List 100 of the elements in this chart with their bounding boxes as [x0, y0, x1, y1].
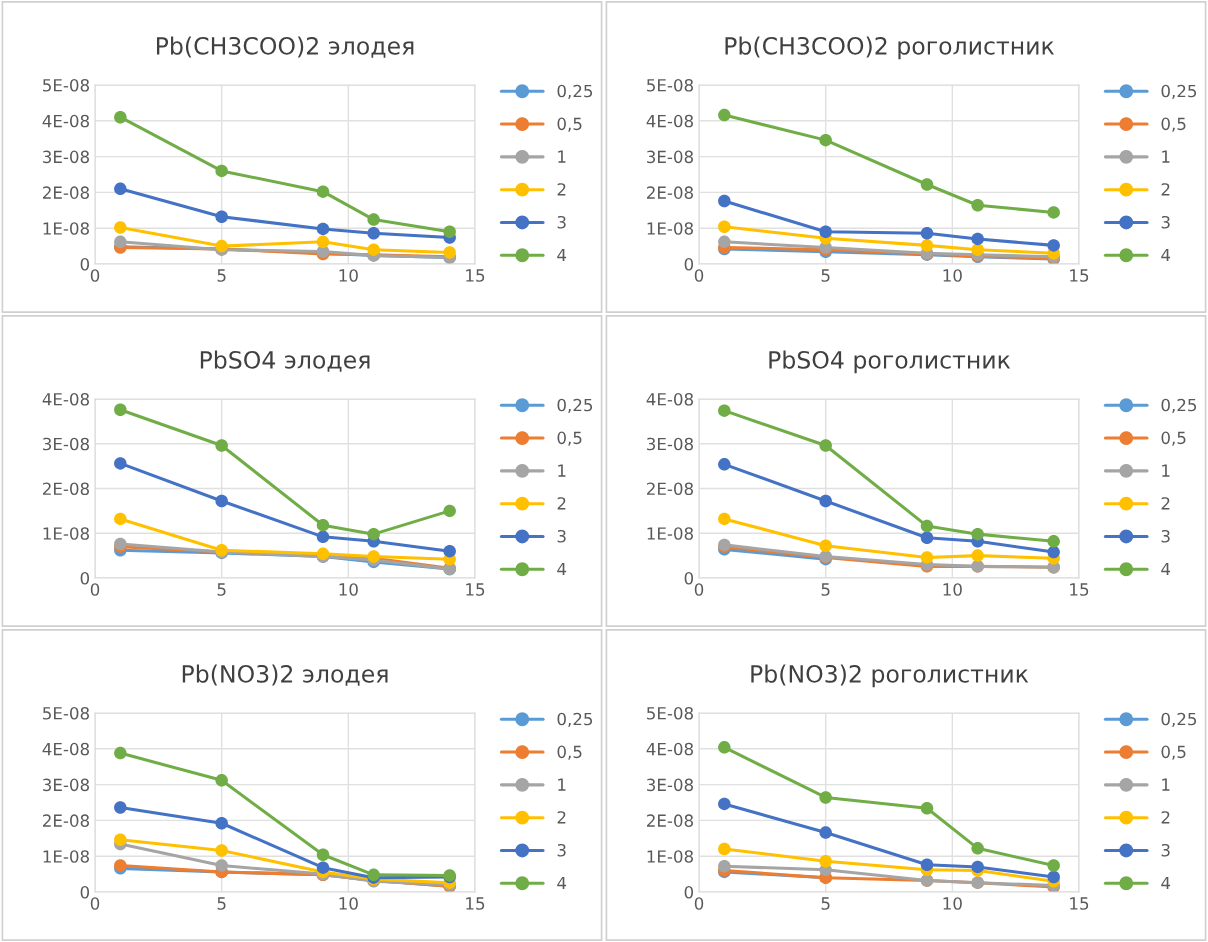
point — [718, 859, 731, 873]
x-tick-label: 5 — [821, 897, 830, 910]
legend-label: 2 — [557, 497, 566, 510]
legend-label: 3 — [557, 215, 566, 229]
x-tick-label: 10 — [339, 897, 358, 910]
y-tick-label: 4E-08 — [42, 392, 89, 406]
legend-label: 0,25 — [557, 398, 593, 414]
point — [1047, 545, 1060, 559]
point — [367, 213, 380, 226]
x-tick-label: 15 — [466, 897, 485, 910]
x-tick-label: 10 — [339, 583, 358, 596]
legend-label: 2 — [557, 183, 566, 196]
x-tick-label: 5 — [217, 269, 226, 282]
legend-label: 3 — [1161, 215, 1170, 229]
y-tick-label: 3E-08 — [43, 437, 89, 451]
y-tick-label: 1E-08 — [43, 222, 89, 235]
legend-label: 4 — [1161, 876, 1171, 890]
point — [718, 235, 731, 249]
x-tick-label: 0 — [90, 269, 100, 282]
point — [1047, 239, 1060, 252]
point — [114, 221, 127, 234]
point — [718, 220, 731, 234]
point — [718, 404, 731, 417]
x-tick-label: 10 — [943, 583, 962, 596]
legend-label: 2 — [557, 811, 566, 824]
point — [718, 512, 731, 526]
y-tick-label: 0 — [684, 885, 694, 899]
point — [920, 801, 934, 815]
legend-label: 0,5 — [557, 431, 582, 446]
x-tick-label: 5 — [821, 269, 830, 282]
point — [1047, 870, 1060, 884]
point — [718, 458, 731, 471]
x-tick-label: 10 — [339, 269, 358, 282]
y-tick-label: 2E-08 — [647, 482, 693, 496]
legend-label: 3 — [1161, 529, 1170, 543]
point — [819, 225, 832, 239]
y-tick-label: 1E-08 — [647, 527, 693, 540]
y-tick-label: 5E-08 — [647, 78, 693, 92]
point — [971, 199, 984, 212]
x-tick-label: 10 — [943, 269, 962, 282]
point — [718, 797, 731, 811]
y-tick-label: 0 — [80, 571, 90, 585]
point — [920, 858, 934, 872]
point — [920, 239, 934, 252]
point — [114, 235, 127, 249]
y-tick-label: 1E-08 — [43, 527, 89, 540]
x-tick-label: 15 — [1070, 897, 1089, 910]
legend-label: 4 — [557, 876, 567, 890]
point — [819, 791, 832, 804]
point — [718, 194, 731, 208]
y-tick-label: 3E-08 — [647, 437, 693, 451]
y-tick-label: 2E-08 — [43, 482, 89, 496]
chart-title: PbSO4 элодея — [200, 350, 370, 372]
point — [114, 182, 127, 196]
legend-label: 0,25 — [557, 84, 593, 100]
y-tick-label: 1E-08 — [43, 850, 89, 863]
y-tick-label: 2E-08 — [43, 186, 89, 199]
legend-label: 1 — [558, 778, 566, 791]
point — [114, 457, 127, 470]
point — [114, 746, 127, 760]
chart-title: Pb(CH3COO)2 элодея — [156, 36, 414, 58]
point — [316, 861, 330, 874]
chart-title: Pb(CH3COO)2 роголистник — [725, 36, 1055, 60]
point — [215, 164, 228, 178]
y-tick-label: 5E-08 — [647, 706, 693, 720]
y-tick-label: 4E-08 — [42, 114, 89, 128]
x-tick-label: 15 — [466, 269, 485, 282]
point — [819, 494, 832, 508]
legend-label: 0,5 — [557, 117, 582, 132]
chart-title: PbSO4 роголистник — [769, 350, 1011, 374]
point — [819, 539, 832, 553]
point — [819, 133, 832, 147]
point — [971, 860, 984, 874]
point — [316, 848, 330, 862]
legend-label: 1 — [1162, 464, 1170, 477]
point — [971, 549, 984, 562]
point — [367, 226, 380, 240]
point — [971, 527, 984, 541]
point — [443, 225, 456, 239]
point — [718, 108, 731, 122]
point — [215, 439, 228, 452]
y-tick-label: 3E-08 — [43, 150, 89, 164]
point — [215, 494, 228, 508]
point — [971, 243, 984, 256]
point — [920, 531, 934, 544]
legend-label: 3 — [557, 843, 566, 857]
point — [443, 246, 456, 259]
legend-label: 1 — [558, 150, 566, 163]
legend-label: 4 — [557, 248, 567, 262]
point — [443, 504, 456, 518]
point — [316, 518, 330, 532]
point — [215, 210, 228, 223]
point — [215, 774, 228, 787]
point — [819, 439, 832, 452]
point — [114, 512, 127, 526]
point — [367, 527, 380, 541]
y-tick-label: 5E-08 — [43, 706, 89, 720]
y-tick-label: 0 — [684, 257, 694, 271]
y-tick-label: 2E-08 — [43, 814, 89, 827]
chart-title: Pb(NO3)2 элодея — [182, 664, 388, 686]
